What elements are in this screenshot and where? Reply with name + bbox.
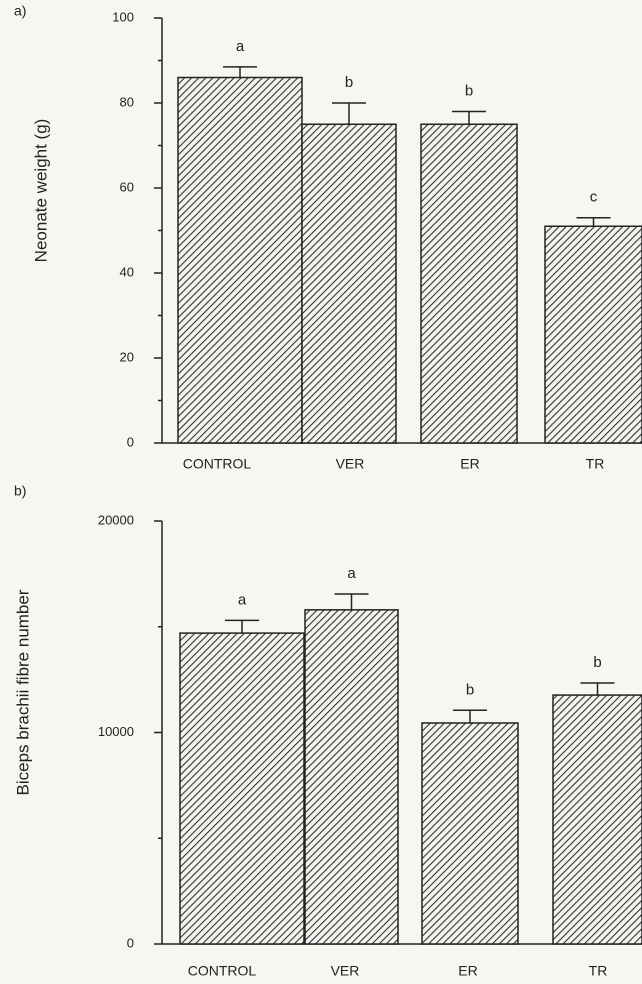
- y-tick-label: 100: [112, 9, 134, 24]
- significance-label: a: [238, 591, 247, 608]
- bar: [304, 609, 399, 945]
- y-tick-label: 40: [120, 264, 134, 279]
- y-tick-label: 20000: [98, 512, 134, 527]
- bar: [301, 123, 397, 444]
- bar: [177, 76, 303, 444]
- y-tick-label: 80: [120, 94, 134, 109]
- bar: [179, 632, 305, 945]
- significance-label: b: [466, 681, 474, 698]
- y-tick-label: 10000: [98, 724, 134, 739]
- x-tick-label: CONTROL: [183, 456, 252, 472]
- significance-label: b: [345, 74, 353, 91]
- y-tick-label: 20: [120, 349, 134, 364]
- significance-label: c: [590, 189, 598, 206]
- x-tick-label: VER: [331, 963, 360, 979]
- y-tick-label: 60: [120, 179, 134, 194]
- y-axis-label: Neonate weight (g): [31, 119, 50, 263]
- x-tick-label: ER: [458, 963, 477, 979]
- y-tick-label: 0: [127, 434, 134, 449]
- significance-label: b: [593, 654, 601, 671]
- y-axis-label: Biceps brachii fibre number: [13, 589, 32, 795]
- x-tick-label: TR: [589, 963, 608, 979]
- bar: [552, 694, 642, 945]
- panel-label: b): [14, 483, 26, 499]
- bar: [544, 225, 642, 444]
- significance-label: b: [465, 82, 473, 99]
- x-tick-label: ER: [460, 456, 479, 472]
- significance-label: a: [347, 565, 356, 582]
- x-tick-label: TR: [586, 456, 605, 472]
- x-tick-label: CONTROL: [188, 963, 257, 979]
- panel-label: a): [14, 3, 26, 19]
- significance-label: a: [236, 38, 245, 55]
- bar: [420, 123, 518, 444]
- bar: [421, 722, 519, 945]
- y-tick-label: 0: [127, 935, 134, 950]
- x-tick-label: VER: [336, 456, 365, 472]
